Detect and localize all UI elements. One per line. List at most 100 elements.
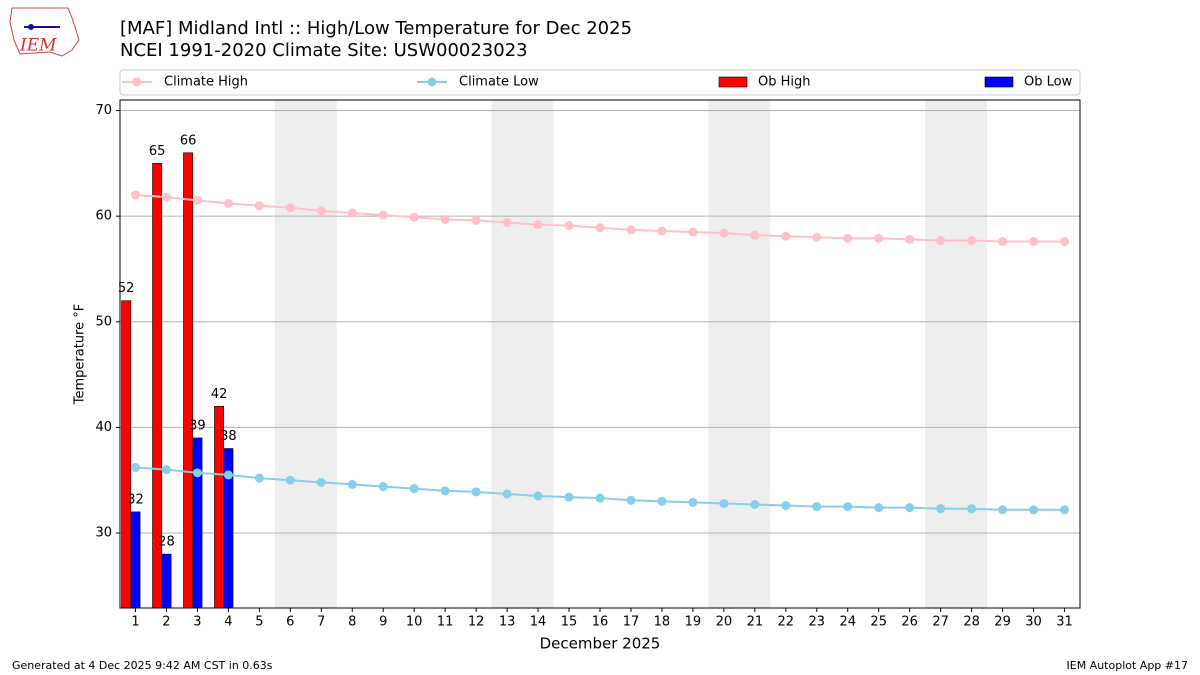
data-label: 66 bbox=[180, 133, 197, 148]
marker bbox=[192, 468, 202, 478]
marker bbox=[812, 502, 822, 512]
marker bbox=[1060, 237, 1070, 247]
marker bbox=[347, 479, 357, 489]
marker bbox=[192, 195, 202, 205]
marker bbox=[719, 228, 729, 238]
data-label: 65 bbox=[149, 144, 166, 159]
chart-title: [MAF] Midland Intl :: High/Low Temperatu… bbox=[120, 18, 632, 39]
legend-swatch bbox=[984, 76, 1014, 88]
marker bbox=[657, 226, 667, 236]
marker bbox=[316, 206, 326, 216]
marker bbox=[781, 231, 791, 241]
legend-marker bbox=[427, 77, 437, 87]
marker bbox=[1060, 505, 1070, 515]
marker bbox=[657, 496, 667, 506]
marker bbox=[161, 192, 171, 202]
y-tick-label: 50 bbox=[95, 314, 112, 329]
y-tick-label: 30 bbox=[95, 526, 112, 541]
x-tick-label: 29 bbox=[994, 615, 1011, 630]
marker bbox=[285, 475, 295, 485]
bar bbox=[130, 511, 141, 609]
x-tick-label: 15 bbox=[561, 615, 578, 630]
x-tick-label: 18 bbox=[654, 615, 671, 630]
marker bbox=[254, 473, 264, 483]
marker bbox=[285, 203, 295, 213]
marker bbox=[905, 234, 915, 244]
marker bbox=[595, 493, 605, 503]
legend-box bbox=[119, 69, 1081, 96]
marker bbox=[967, 235, 977, 245]
x-axis-label: December 2025 bbox=[540, 635, 661, 653]
x-tick-label: 13 bbox=[499, 615, 516, 630]
x-tick-label: 5 bbox=[255, 615, 263, 630]
y-tick-label: 60 bbox=[95, 209, 112, 224]
data-label: 52 bbox=[118, 281, 135, 296]
marker bbox=[936, 504, 946, 514]
data-label: 38 bbox=[220, 429, 237, 444]
marker bbox=[626, 495, 636, 505]
x-tick-label: 19 bbox=[685, 615, 702, 630]
marker bbox=[781, 501, 791, 511]
x-tick-label: 3 bbox=[193, 615, 201, 630]
marker bbox=[533, 220, 543, 230]
x-tick-label: 21 bbox=[747, 615, 764, 630]
marker bbox=[843, 233, 853, 243]
chart-subtitle: NCEI 1991-2020 Climate Site: USW00023023 bbox=[120, 40, 528, 61]
bar bbox=[121, 300, 132, 609]
marker bbox=[471, 487, 481, 497]
footer-left: Generated at 4 Dec 2025 9:42 AM CST in 0… bbox=[12, 659, 273, 672]
marker bbox=[223, 470, 233, 480]
bar bbox=[183, 152, 194, 609]
legend-swatch bbox=[718, 76, 748, 88]
marker bbox=[750, 499, 760, 509]
marker bbox=[812, 232, 822, 242]
weekend-shade bbox=[491, 100, 554, 608]
x-tick-label: 2 bbox=[162, 615, 170, 630]
marker bbox=[502, 218, 512, 228]
legend-label: Climate Low bbox=[459, 75, 539, 90]
marker bbox=[254, 201, 264, 211]
x-tick-label: 8 bbox=[348, 615, 356, 630]
x-tick-label: 7 bbox=[317, 615, 325, 630]
marker bbox=[502, 489, 512, 499]
x-tick-label: 14 bbox=[530, 615, 547, 630]
y-axis-label: Temperature °F bbox=[73, 304, 88, 405]
marker bbox=[564, 221, 574, 231]
x-tick-label: 27 bbox=[932, 615, 949, 630]
marker bbox=[161, 465, 171, 475]
plot-frame bbox=[119, 99, 1081, 609]
x-tick-label: 10 bbox=[406, 615, 423, 630]
x-tick-label: 11 bbox=[437, 615, 454, 630]
weekend-shade bbox=[708, 100, 771, 608]
legend-marker bbox=[132, 77, 142, 87]
marker bbox=[936, 235, 946, 245]
x-tick-label: 25 bbox=[870, 615, 887, 630]
x-tick-label: 1 bbox=[131, 615, 139, 630]
bar bbox=[161, 553, 172, 609]
x-tick-label: 30 bbox=[1025, 615, 1042, 630]
marker bbox=[378, 482, 388, 492]
marker bbox=[905, 503, 915, 513]
x-tick-label: 16 bbox=[592, 615, 609, 630]
data-label: 32 bbox=[127, 492, 144, 507]
x-tick-label: 28 bbox=[963, 615, 980, 630]
marker bbox=[347, 208, 357, 218]
marker bbox=[998, 505, 1008, 515]
data-label: 39 bbox=[189, 418, 206, 433]
marker bbox=[533, 491, 543, 501]
marker bbox=[316, 477, 326, 487]
marker bbox=[223, 199, 233, 209]
weekend-shade bbox=[274, 100, 337, 608]
logo-text: IEM bbox=[19, 36, 57, 56]
x-tick-label: 4 bbox=[224, 615, 232, 630]
x-tick-label: 22 bbox=[778, 615, 795, 630]
x-tick-label: 26 bbox=[901, 615, 918, 630]
marker bbox=[378, 210, 388, 220]
marker bbox=[440, 214, 450, 224]
marker bbox=[874, 233, 884, 243]
marker bbox=[130, 463, 140, 473]
y-tick-label: 40 bbox=[95, 420, 112, 435]
x-tick-label: 17 bbox=[623, 615, 640, 630]
marker bbox=[1029, 505, 1039, 515]
